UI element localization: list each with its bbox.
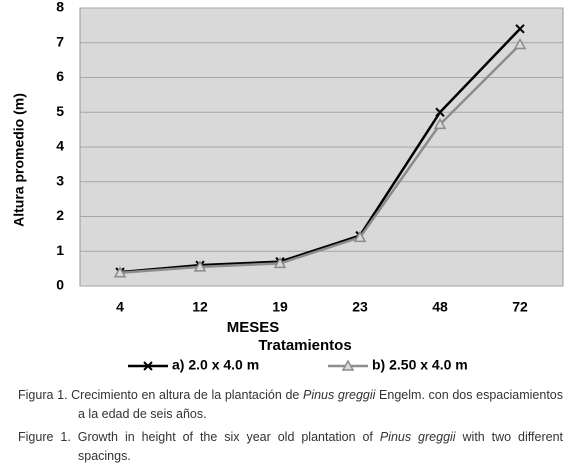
- legend-title: Tratamientos: [258, 337, 351, 354]
- marker: [353, 230, 367, 243]
- x-tick-label: 12: [192, 299, 208, 315]
- marker: [515, 24, 525, 34]
- x-tick-label: 48: [432, 299, 448, 315]
- series-line: [119, 43, 521, 275]
- legend-label: b) 2.50 x 4.0 m: [372, 357, 468, 373]
- y-tick-label: 6: [56, 68, 64, 84]
- x-tick-label: 72: [512, 299, 528, 315]
- y-tick-label: 3: [56, 172, 64, 188]
- marker: [113, 266, 127, 278]
- legend-label: a) 2.0 x 4.0 m: [172, 357, 259, 373]
- caption: Figura 1. Crecimiento en altura de la pl…: [18, 386, 563, 424]
- species-name: Pinus greggii: [302, 388, 376, 402]
- marker: [273, 256, 287, 269]
- caption-text: Figure 1. Growth in height of the six ye…: [18, 430, 380, 444]
- y-tick-label: 5: [56, 103, 64, 119]
- series-line: [119, 27, 521, 274]
- marker: [433, 117, 447, 130]
- marker: [341, 359, 355, 371]
- species-name: Pinus greggii: [379, 430, 456, 444]
- marker: [435, 107, 445, 117]
- y-tick-label: 7: [56, 33, 64, 49]
- y-tick-label: 8: [56, 0, 64, 15]
- y-tick-label: 2: [56, 207, 64, 223]
- marker: [193, 260, 207, 272]
- y-tick-label: 1: [56, 242, 64, 258]
- caption-text: with two different spacings.: [78, 430, 563, 463]
- marker: [513, 37, 527, 50]
- x-tick-label: 4: [116, 299, 124, 315]
- marker: [143, 361, 153, 371]
- caption-text: Engelm. con dos espaciamientos a la edad…: [78, 388, 563, 421]
- x-tick-label: 23: [352, 299, 368, 315]
- y-axis-label: Altura promedio (m): [11, 93, 27, 227]
- chart: Altura promedio (m) MESES Tratamientos 0…: [11, 0, 564, 373]
- x-axis-label: MESES: [227, 319, 280, 336]
- caption-text: Figura 1. Crecimiento en altura de la pl…: [18, 388, 303, 402]
- caption: Figure 1. Growth in height of the six ye…: [18, 428, 563, 466]
- y-tick-label: 0: [56, 277, 64, 293]
- y-tick-label: 4: [56, 138, 64, 154]
- x-tick-label: 19: [272, 299, 288, 315]
